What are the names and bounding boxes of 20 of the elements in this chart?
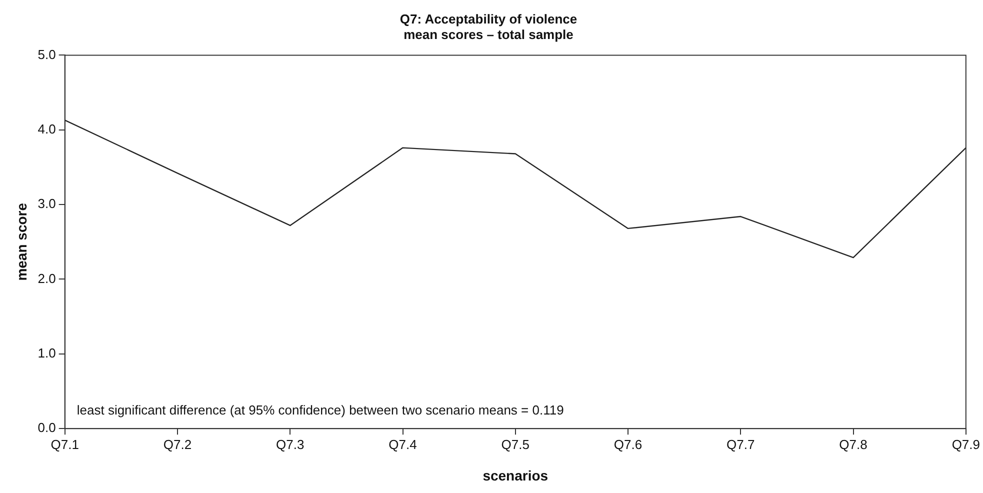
- y-tick-label: 4.0: [38, 121, 56, 136]
- x-tick-label: Q7.1: [50, 436, 79, 452]
- chart-title: Q7: Acceptability of violence: [400, 11, 578, 26]
- x-tick-label: Q7.2: [163, 436, 192, 452]
- y-tick-label: 5.0: [38, 46, 56, 62]
- x-tick-label: Q7.8: [839, 436, 868, 452]
- x-axis-title: scenarios: [482, 467, 548, 484]
- x-tick-label: Q7.7: [726, 436, 755, 452]
- y-tick-label: 2.0: [38, 270, 56, 286]
- x-tick-label: Q7.4: [388, 436, 417, 452]
- y-axis-title: mean score: [13, 202, 30, 281]
- chart-subtitle: mean scores – total sample: [404, 26, 574, 42]
- x-tick-label: Q7.3: [276, 436, 304, 452]
- y-tick-label: 1.0: [38, 346, 56, 360]
- x-tick-label: Q7.5: [501, 436, 530, 452]
- y-tick-label: 3.0: [38, 196, 56, 212]
- x-tick-label: Q7.6: [614, 436, 642, 452]
- x-tick-label: Q7.9: [952, 436, 980, 452]
- y-tick-label: 0.0: [38, 420, 56, 436]
- annotation: least significant difference (at 95% confidence) between two scenario means = 0.119: [76, 402, 564, 418]
